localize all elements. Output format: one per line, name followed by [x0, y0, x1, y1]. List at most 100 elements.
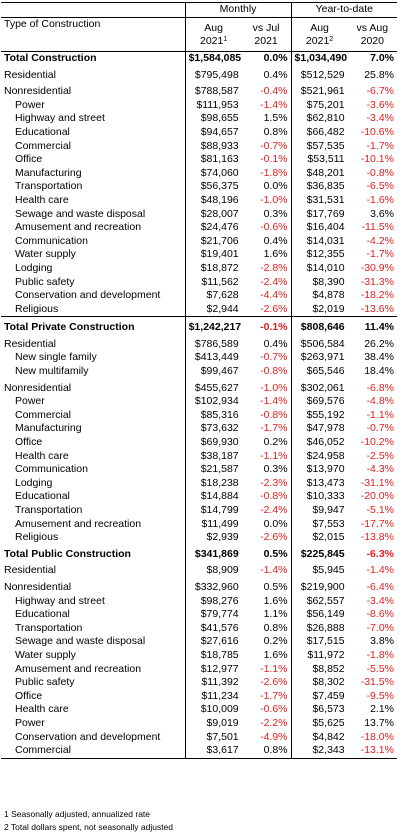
row-label: Manufacturing: [15, 166, 82, 179]
cell-monthly-pct: 0.2%: [263, 436, 288, 449]
table-row: Office $81,163 -0.1% $53,511 -10.1%: [1, 153, 397, 167]
cell-ytd-pct: 26.2%: [364, 337, 394, 350]
row-label: Water supply: [15, 248, 76, 261]
cell-ytd-value: $31,531: [290, 193, 348, 208]
cell-monthly-value: $18,785: [184, 648, 242, 663]
cell-monthly-pct: -0.6%: [260, 221, 288, 234]
header-vsjul-label: vs Jul: [252, 21, 280, 34]
cell-ytd-value: $512,529: [290, 65, 348, 83]
cell-monthly-pct: -0.8%: [260, 490, 288, 503]
cell-monthly-pct: -0.1%: [260, 153, 288, 166]
cell-ytd-pct: -1.8%: [366, 648, 394, 661]
row-label: Residential: [4, 337, 56, 350]
table-row: Power $111,953 -1.4% $75,201 -3.6%: [1, 98, 397, 113]
cell-ytd-pct: -13.6%: [360, 302, 394, 315]
row-label: Lodging: [15, 476, 53, 489]
cell-ytd-value: $263,971: [290, 351, 348, 366]
cell-ytd-pct: -1.1%: [366, 408, 394, 421]
cell-ytd-value: $13,473: [290, 476, 348, 491]
footnote-2: 2 Total dollars spent, not seasonally ad…: [4, 822, 174, 832]
cell-ytd-pct: 11.4%: [347, 316, 397, 335]
row-label: Commercial: [15, 408, 72, 421]
row-label: Religious: [15, 531, 59, 544]
cell-ytd-pct: -3.6%: [366, 98, 394, 111]
table-row: Health care $48,196 -1.0% $31,531 -1.6%: [1, 193, 397, 208]
cell-ytd-value: $12,355: [290, 248, 348, 262]
cell-ytd-value: $14,010: [290, 261, 348, 276]
cell-ytd-pct: -6.7%: [366, 85, 394, 98]
table-row: Sewage and waste disposal $27,616 0.2% $17,…: [1, 635, 397, 649]
cell-monthly-value: $81,163: [184, 153, 242, 167]
cell-ytd-value: $48,201: [290, 166, 348, 181]
table-row: Transportation $14,799 -2.4% $9,947 -5.1%: [1, 504, 397, 518]
cell-ytd-pct: -1.7%: [366, 139, 394, 152]
row-label: Highway and street: [15, 112, 105, 125]
row-label: Transportation: [15, 621, 83, 634]
cell-ytd-value: $2,343: [290, 744, 348, 759]
cell-monthly-pct: -1.8%: [260, 166, 288, 179]
row-label: Conservation and development: [15, 730, 161, 743]
table-row: Office $11,234 -1.7% $7,459 -9.5%: [1, 689, 397, 704]
cell-ytd-value: $11,972: [290, 648, 348, 663]
cell-monthly-pct: -2.4%: [260, 275, 288, 288]
cell-monthly-value: $19,401: [184, 248, 242, 262]
cell-monthly-value: $48,196: [184, 193, 242, 208]
cell-monthly-value: $41,576: [184, 621, 242, 636]
row-label: Lodging: [15, 261, 53, 274]
cell-monthly-value: $98,276: [184, 594, 242, 609]
cell-ytd-value: $14,031: [290, 234, 348, 249]
table-row: Educational $14,884 -0.8% $10,333 -20.0%: [1, 490, 397, 504]
construction-spending-table: Monthly Year-to-date Type of Constructio…: [1, 2, 397, 759]
cell-monthly-pct: -0.8%: [260, 365, 288, 378]
cell-monthly-value: $10,009: [184, 703, 242, 717]
cell-ytd-pct: -3.4%: [366, 594, 394, 607]
table-row: Amusement and recreation $12,977 -1.1% $8,8…: [1, 662, 397, 677]
row-label: Office: [15, 153, 43, 166]
cell-monthly-pct: -0.7%: [260, 139, 288, 152]
cell-monthly-pct: 1.6%: [263, 248, 288, 261]
row-label: Conservation and development: [15, 289, 161, 302]
cell-monthly-pct: -2.2%: [260, 716, 288, 729]
row-label: Amusement and recreation: [15, 221, 142, 234]
header-group-row: Monthly Year-to-date: [1, 2, 397, 18]
cell-ytd-pct: -17.7%: [360, 517, 394, 530]
row-label: Power: [15, 716, 45, 729]
table-row: Conservation and development $7,628 -4.4% $…: [1, 289, 397, 303]
footnotes: 1 Seasonally adjusted, annualized rate 2…: [4, 808, 173, 834]
cell-ytd-value: $46,052: [290, 436, 348, 450]
table-row: Religious $2,944 -2.6% $2,019 -13.6%: [1, 302, 397, 317]
cell-ytd-pct: -6.3%: [366, 547, 394, 560]
cell-ytd-value: $10,333: [290, 490, 348, 504]
cell-monthly-pct: -2.4%: [260, 504, 288, 516]
row-label: Office: [15, 689, 43, 702]
cell-monthly-value: $102,934: [184, 395, 242, 409]
cell-monthly-pct: 0.3%: [263, 207, 288, 220]
table-row: Nonresidential $332,960 0.5% $219,900 -6.4%: [1, 577, 397, 595]
cell-monthly-value: $73,632: [184, 422, 242, 437]
header-year2-label: 2021: [305, 34, 330, 47]
header-vsaug-label: vs Aug: [356, 21, 389, 34]
footnote-marker-1: 1: [223, 35, 228, 43]
row-label: Nonresidential: [4, 381, 72, 394]
cell-monthly-value: $14,799: [184, 504, 242, 518]
cell-ytd-value: $6,573: [290, 703, 348, 717]
table-row: Highway and street $98,276 1.6% $62,557 -3.4…: [1, 594, 397, 609]
table-row: Total Construction $1,584,085 0.0% $1,034,4…: [1, 51, 397, 66]
cell-monthly-pct: 0.3%: [263, 463, 288, 476]
cell-monthly-value: $795,498: [184, 65, 242, 83]
cell-monthly-pct: -1.0%: [260, 193, 288, 206]
cell-monthly-value: $332,960: [184, 577, 242, 595]
row-label: Educational: [15, 125, 70, 138]
table-row: Water supply $18,785 1.6% $11,972 -1.8%: [1, 648, 397, 663]
header-aug-label: Aug: [204, 21, 223, 34]
cell-monthly-value: $111,953: [184, 98, 242, 113]
cell-monthly-pct: -0.6%: [260, 703, 288, 716]
table-row: Transportation $56,375 0.0% $36,835 -6.5%: [1, 180, 397, 194]
cell-monthly-pct: 1.5%: [263, 112, 288, 125]
row-label: Health care: [15, 449, 69, 462]
cell-monthly-pct: -2.6%: [260, 302, 288, 315]
cell-monthly-pct: -4.4%: [260, 289, 288, 302]
cell-ytd-pct: -9.5%: [366, 689, 394, 702]
cell-ytd-value: $808,646: [290, 316, 348, 335]
row-label: Highway and street: [15, 594, 105, 607]
